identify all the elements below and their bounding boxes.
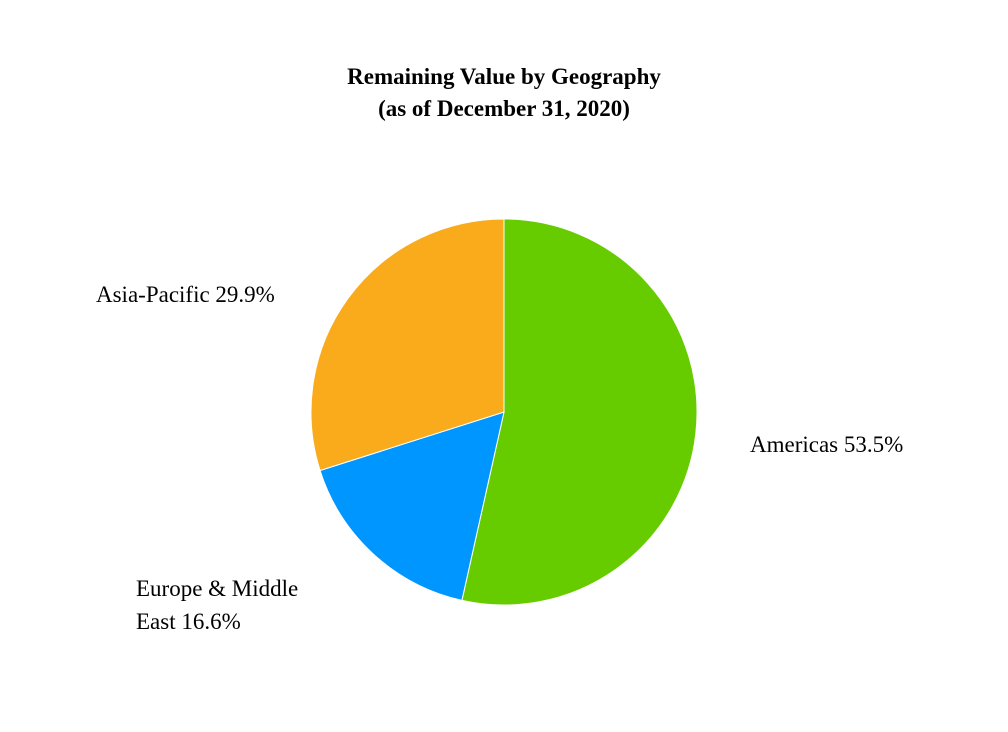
slice-label-americas: Americas 53.5% <box>750 432 903 457</box>
slice-label-asia-pacific: Asia-Pacific 29.9% <box>96 282 275 307</box>
pie-slice-americas <box>461 218 698 606</box>
pie-slice-asia-pacific <box>310 218 505 472</box>
chart-title: Remaining Value by Geography <box>347 64 661 89</box>
slice-label-line: East 16.6% <box>136 609 241 634</box>
chart-subtitle: (as of December 31, 2020) <box>378 96 630 121</box>
pie-slice-europe-and-middle-east <box>319 411 505 601</box>
slice-label-line: Europe & Middle <box>136 576 298 601</box>
slice-label-europe-and-middle-east: Europe & Middle East 16.6% <box>136 576 298 634</box>
slice-label-line: Asia-Pacific 29.9% <box>96 282 275 307</box>
slice-label-line: Americas 53.5% <box>750 432 903 457</box>
pie-slices <box>310 218 698 606</box>
pie-labels: Americas 53.5% Europe & Middle East 16.6% A… <box>96 282 903 634</box>
